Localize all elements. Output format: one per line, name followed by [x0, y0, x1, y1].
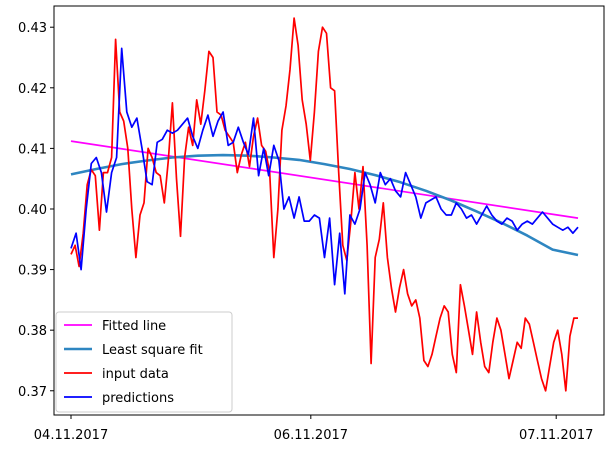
- legend-box: [55, 311, 233, 413]
- x-tick-label: 07.11.2017: [519, 428, 593, 443]
- y-tick-label: 0.43: [18, 21, 47, 36]
- legend-label: Fitted line: [102, 319, 166, 334]
- y-tick-label: 0.39: [18, 264, 47, 279]
- axes-frame: [53, 5, 605, 416]
- legend-label: Least square fit: [102, 343, 203, 358]
- series-line-input-data: [70, 17, 578, 392]
- y-tick-label: 0.41: [18, 142, 47, 157]
- series-group: [70, 17, 579, 392]
- y-tick-label: 0.40: [18, 203, 47, 218]
- y-tick-label: 0.42: [18, 82, 47, 97]
- y-tick-label: 0.37: [18, 385, 47, 400]
- legend-label: input data: [102, 367, 169, 382]
- axes: 0.37 0.38 0.39 0.40 0.41 0.42 0.43 04.11.2017 06…: [18, 5, 605, 443]
- x-tick-label: 06.11.2017: [274, 428, 348, 443]
- x-tick-label: 04.11.2017: [34, 428, 108, 443]
- y-tick-label: 0.38: [18, 324, 47, 339]
- legend: Fitted line Least square fit input data pre…: [55, 311, 233, 413]
- legend-label: predictions: [102, 391, 174, 406]
- series-line-predictions: [70, 47, 579, 295]
- plot-area: [70, 17, 579, 392]
